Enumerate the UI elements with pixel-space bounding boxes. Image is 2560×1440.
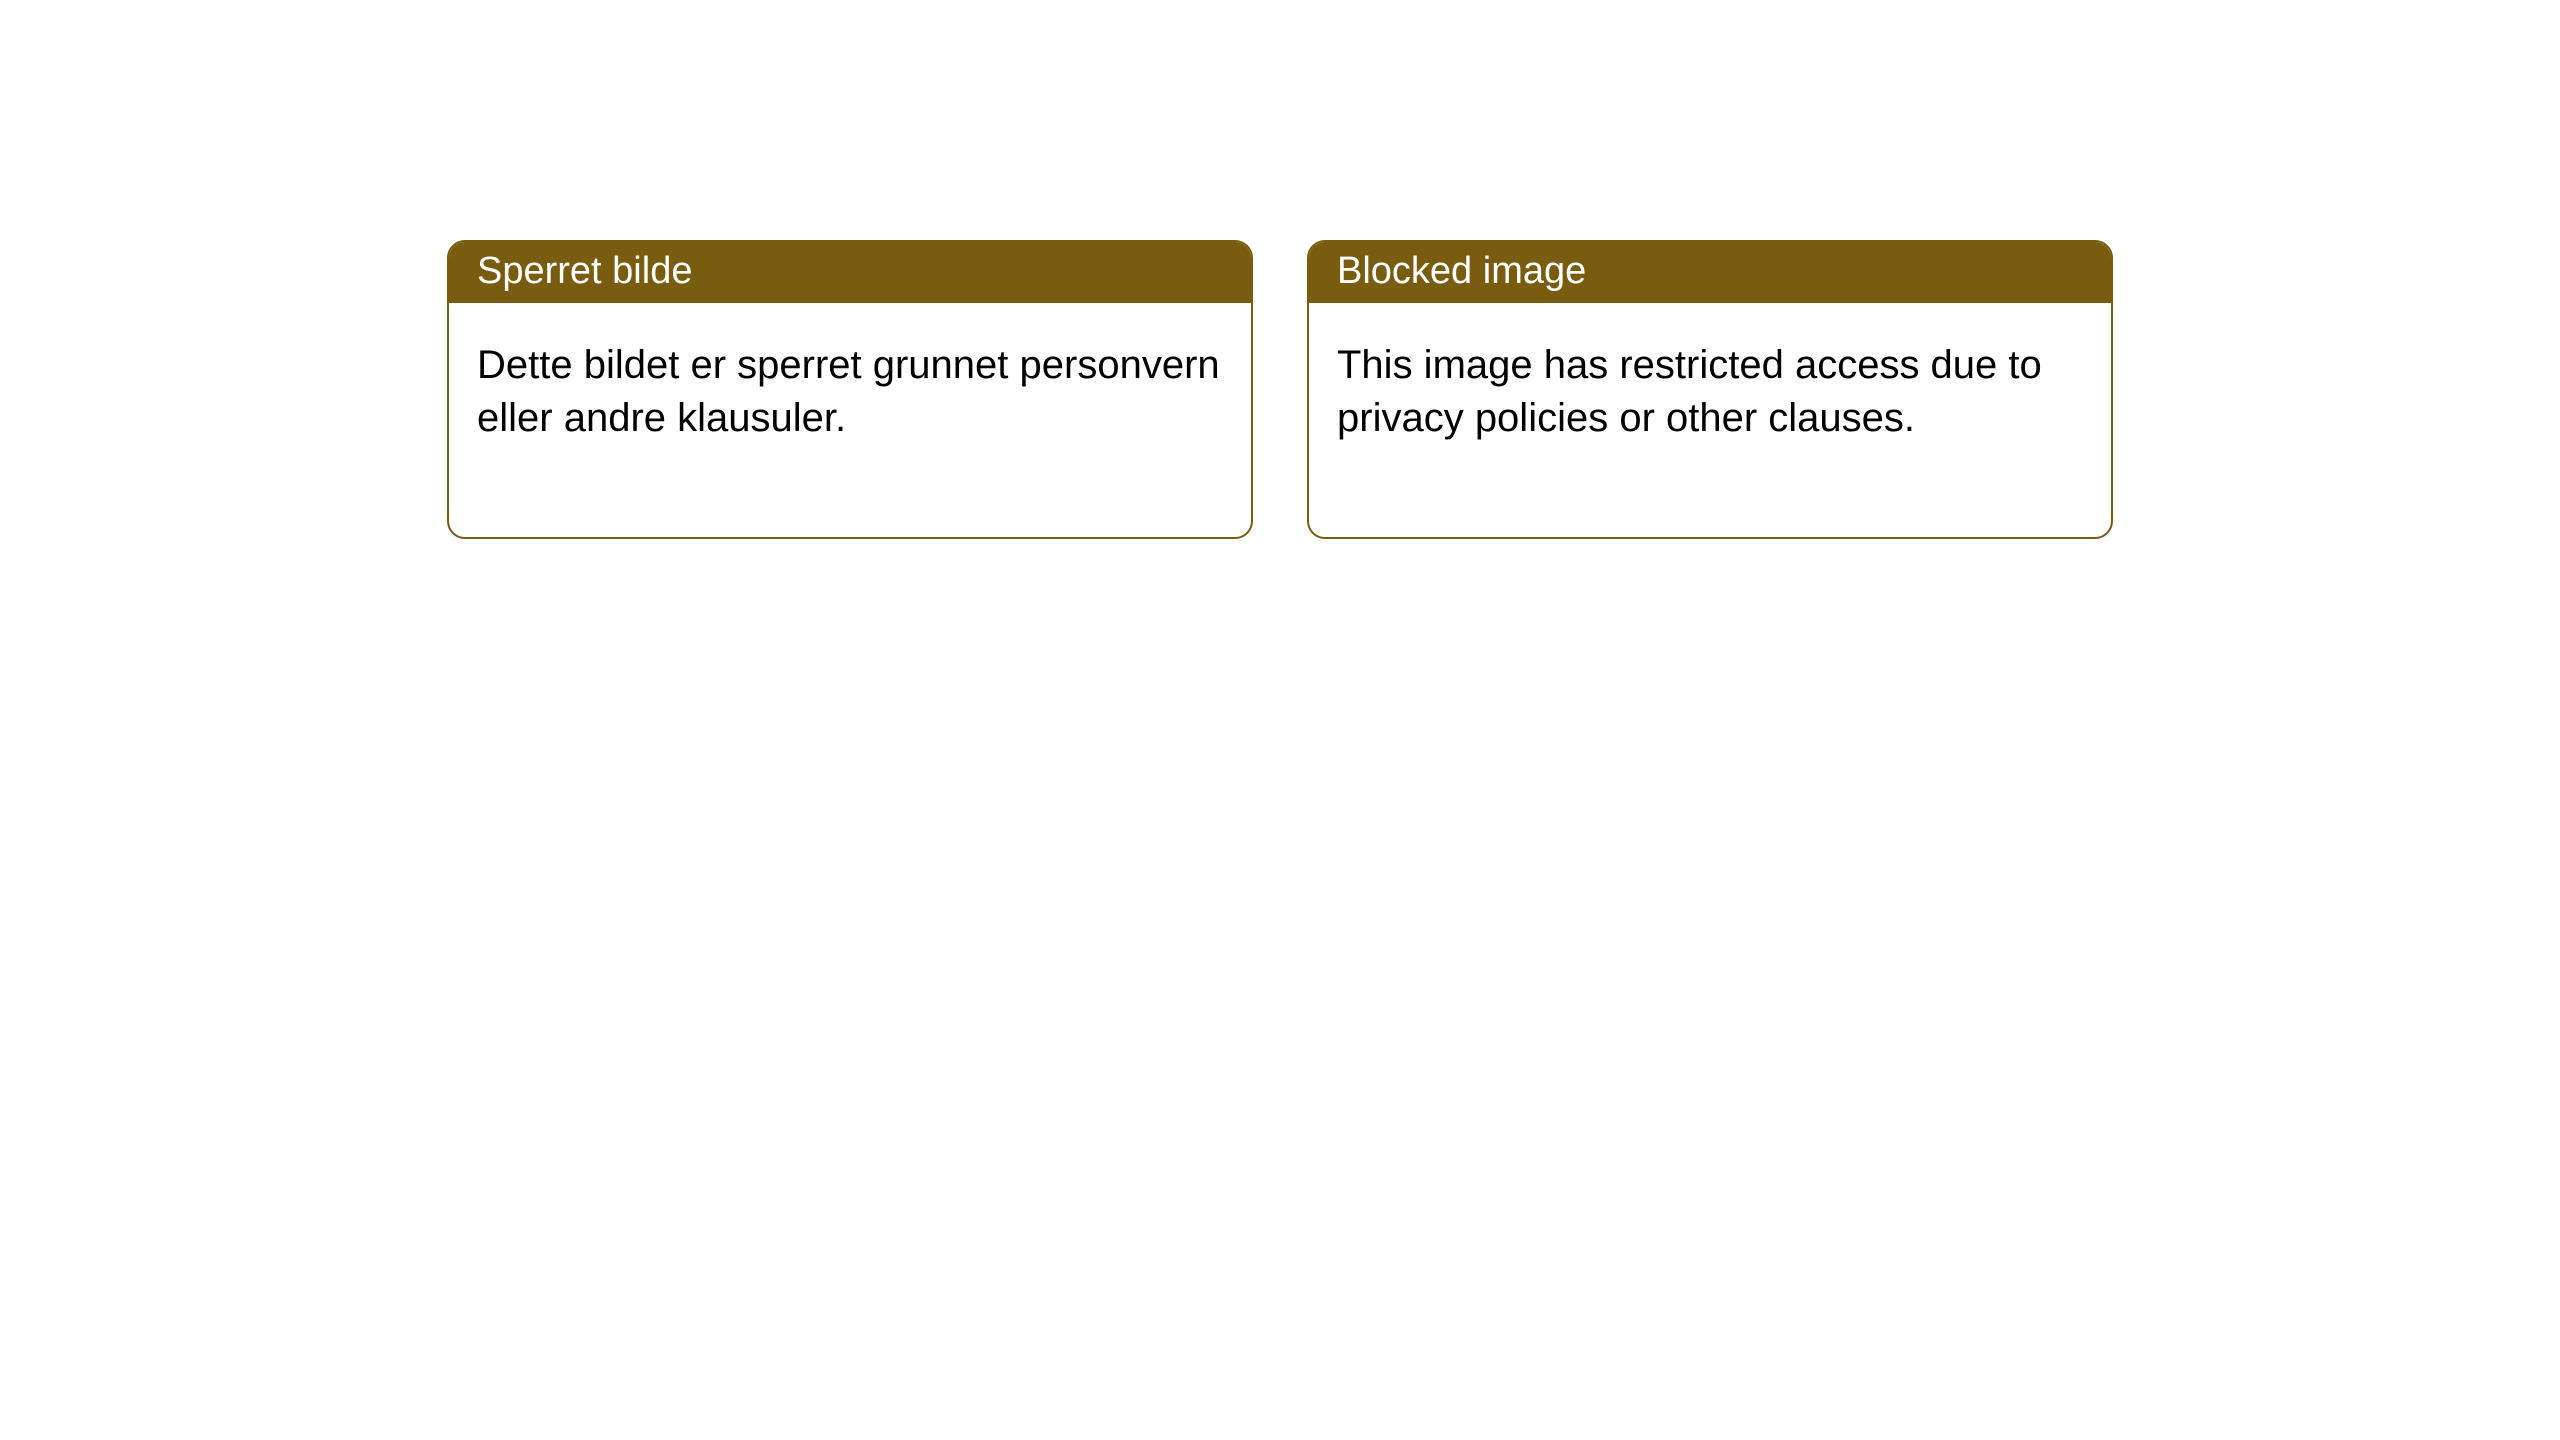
notice-card-title: Sperret bilde bbox=[449, 242, 1251, 303]
notice-container: Sperret bilde Dette bildet er sperret gr… bbox=[447, 240, 2113, 539]
notice-card-body: Dette bildet er sperret grunnet personve… bbox=[449, 303, 1251, 537]
notice-card-norwegian: Sperret bilde Dette bildet er sperret gr… bbox=[447, 240, 1253, 539]
notice-card-body: This image has restricted access due to … bbox=[1309, 303, 2111, 537]
notice-card-english: Blocked image This image has restricted … bbox=[1307, 240, 2113, 539]
notice-card-title: Blocked image bbox=[1309, 242, 2111, 303]
